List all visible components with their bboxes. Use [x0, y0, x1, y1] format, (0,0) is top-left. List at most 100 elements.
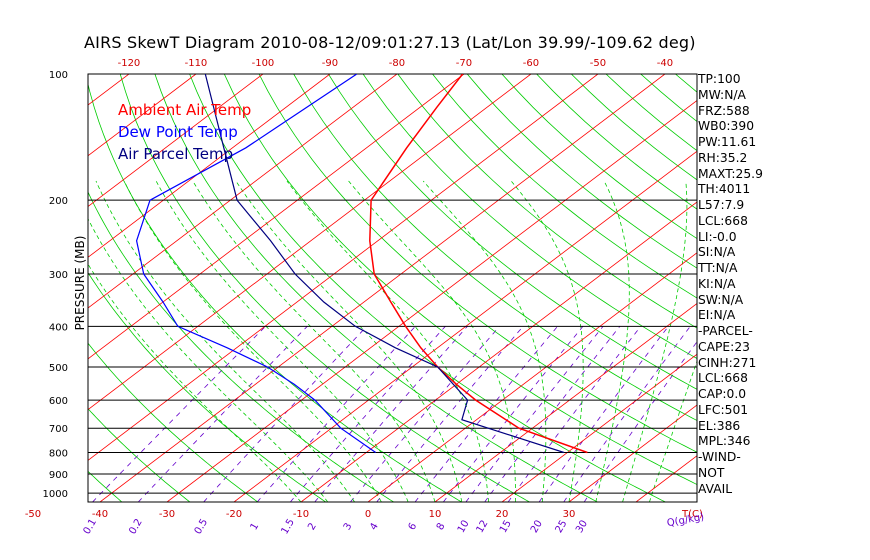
isotherm-line [88, 74, 130, 106]
pressure-tick-label: 500 [49, 363, 68, 374]
mixing-ratio-tick-label: 1 [249, 521, 262, 532]
sounding-index-item: EL:386 [698, 418, 741, 433]
bottom-temp-tick-label: -30 [159, 509, 175, 520]
moist-adiabat-line [286, 180, 489, 502]
sounding-index-item: CAPE:23 [698, 339, 750, 354]
parcel-temp-line [204, 74, 565, 454]
sounding-index-item: TH:4011 [698, 182, 751, 197]
moist-adiabat-line [510, 180, 584, 502]
isotherm-line [434, 303, 697, 502]
sounding-index-item: KI:N/A [698, 276, 736, 291]
pressure-tick-label: 900 [49, 470, 68, 481]
sounding-index-item: WB0:390 [698, 119, 755, 134]
bottom-temp-tick-label: 0 [365, 509, 371, 520]
sounding-index-item: CINH:271 [698, 355, 757, 370]
pressure-tick-label: 300 [49, 270, 68, 281]
moist-adiabat-line [235, 180, 463, 502]
pressure-tick-label: 600 [49, 396, 68, 407]
dry-adiabat-line [88, 271, 326, 502]
bottom-temp-tick-label: -20 [226, 509, 242, 520]
top-temp-tick-label: -60 [523, 58, 539, 69]
mixing-ratio-lines [92, 326, 697, 502]
mixing-ratio-tick-label: 12 [475, 518, 491, 535]
dry-adiabat-line [780, 74, 870, 502]
isotherm-line [501, 353, 697, 502]
moist-adiabat-line [595, 180, 630, 502]
top-temp-tick-label: -100 [252, 58, 275, 69]
moist-adiabat-line [123, 180, 382, 502]
isotherm-line [88, 74, 465, 360]
moist-adiabat-line [622, 180, 688, 502]
moist-adiabat-line [88, 217, 329, 502]
moist-adiabat-line [649, 359, 697, 502]
dry-adiabat-line [466, 74, 697, 269]
legend-dew-point-temp: Dew Point Temp [118, 123, 238, 141]
isotherm-line [88, 74, 264, 208]
legend-air-parcel-temp: Air Parcel Temp [118, 145, 234, 163]
sounding-index-item: AVAIL [698, 481, 733, 496]
mixing-ratio-tick-label: 6 [407, 521, 420, 532]
isotherm-line [88, 74, 331, 258]
sounding-index-item: EI:N/A [698, 308, 736, 323]
dry-adiabat-line [119, 74, 530, 502]
mixing-ratio-tick-label: 10 [456, 518, 472, 535]
top-temp-tick-label: -80 [389, 58, 405, 69]
sounding-index-item: SW:N/A [698, 292, 744, 307]
mixing-ratio-line [350, 326, 500, 502]
mixing-ratio-line [376, 326, 524, 502]
sounding-index-item: TP:100 [698, 72, 741, 86]
mixing-ratio-line [563, 326, 691, 502]
pressure-tick-label: 400 [49, 322, 68, 333]
legend-ambient-air-temp: Ambient Air Temp [118, 101, 252, 119]
mixing-ratio-line [465, 326, 604, 502]
moist-adiabat-line [155, 180, 409, 502]
sounding-index-item: MAXT:25.9 [698, 166, 763, 181]
dry-adiabat-line [258, 74, 697, 453]
sounding-index-item: TT:N/A [698, 261, 738, 275]
sounding-index-item: L57:7.9 [698, 198, 745, 212]
sounding-index-item: LFC:501 [698, 402, 749, 417]
sounding-index-item: NOT [698, 465, 725, 480]
dry-adiabat-line [88, 470, 123, 502]
mixing-ratio-line [92, 326, 266, 502]
moist-adiabat-line [192, 180, 436, 502]
isotherm-line [88, 74, 532, 411]
dewpoint-temp-line [135, 74, 377, 453]
dry-adiabat-line [154, 74, 598, 502]
isotherm-line [770, 74, 870, 502]
mixing-ratio-line [484, 326, 621, 502]
sounding-index-item: LCL:668 [698, 213, 748, 228]
dry-adiabat-line [328, 74, 697, 390]
sounding-index-item: SI:N/A [698, 245, 736, 260]
mixing-ratio-line [203, 326, 368, 502]
dry-adiabat-line [814, 74, 870, 502]
dry-adiabat-line [88, 342, 259, 502]
bottom-temp-tick-label: -50 [25, 509, 41, 520]
mixing-ratio-tick-label: 0.2 [127, 517, 144, 536]
mixing-ratio-tick-label: 0.5 [193, 517, 210, 536]
mixing-ratio-line [442, 326, 584, 502]
isotherm-line [0, 74, 62, 502]
top-temp-tick-label: -50 [590, 58, 606, 69]
ambient-temp-line [369, 74, 588, 454]
chart-title: AIRS SkewT Diagram 2010-08-12/09:01:27.1… [84, 33, 696, 52]
isotherm-line [367, 252, 697, 502]
mixing-ratio-tick-label: 25 [554, 518, 570, 535]
y-axis-label: PRESSURE (MB) [73, 235, 87, 331]
top-temp-tick-label: -120 [118, 58, 141, 69]
mixing-ratio-tick-label: 4 [368, 521, 381, 532]
top-temp-tick-label: -40 [657, 58, 673, 69]
dry-adiabat-line [88, 82, 462, 502]
pressure-tick-label: 800 [49, 449, 68, 460]
mixing-ratio-tick-label: 0.1 [82, 517, 99, 536]
mixing-ratio-tick-label: 1.5 [279, 517, 296, 536]
mixing-ratio-line [137, 326, 308, 502]
dry-adiabat-line [501, 74, 697, 240]
isotherm-line [300, 201, 697, 502]
sounding-index-item: MPL:346 [698, 434, 751, 449]
mixing-ratio-tick-label: 20 [529, 518, 545, 535]
sounding-indices-panel: TP:100 MW:N/A FRZ:588 WB0:390 PW:11.61 RH:35.… [698, 72, 763, 497]
mixing-ratio-tick-label: 8 [435, 521, 448, 532]
mixing-ratio-tick-label: 15 [498, 518, 514, 535]
